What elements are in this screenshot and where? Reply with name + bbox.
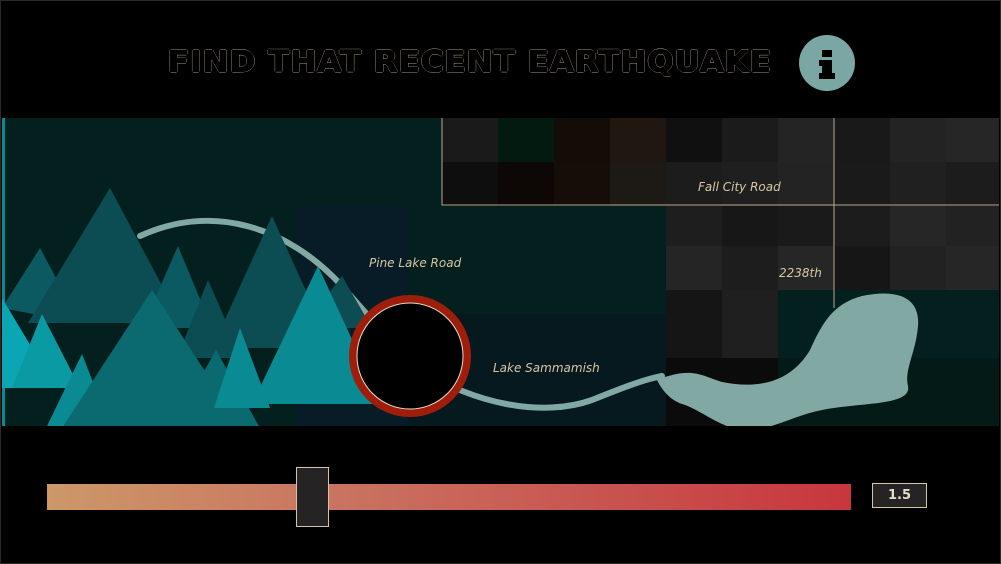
earthquake-target[interactable] (349, 295, 471, 417)
info-icon (819, 50, 835, 79)
magnitude-slider-track[interactable] (47, 484, 851, 510)
page-title: FIND THAT RECENT EARTHQUAKE (0, 44, 940, 80)
label-pine-lake-road: Pine Lake Road (369, 256, 462, 270)
mountain-range (2, 188, 382, 426)
label-2238th: 2238th (779, 266, 822, 280)
magnitude-slider-thumb[interactable] (296, 467, 329, 527)
magnitude-value: 1.5 (872, 483, 927, 508)
info-button[interactable] (799, 35, 855, 91)
map-area[interactable]: Pine Lake Road Fall City Road Lake Samma… (2, 118, 999, 426)
title-text: FIND THAT RECENT EARTHQUAKE (167, 44, 773, 80)
label-fall-city-road: Fall City Road (698, 180, 781, 194)
label-lake-sammamish: Lake Sammamish (493, 361, 600, 375)
map-canvas (2, 118, 999, 426)
